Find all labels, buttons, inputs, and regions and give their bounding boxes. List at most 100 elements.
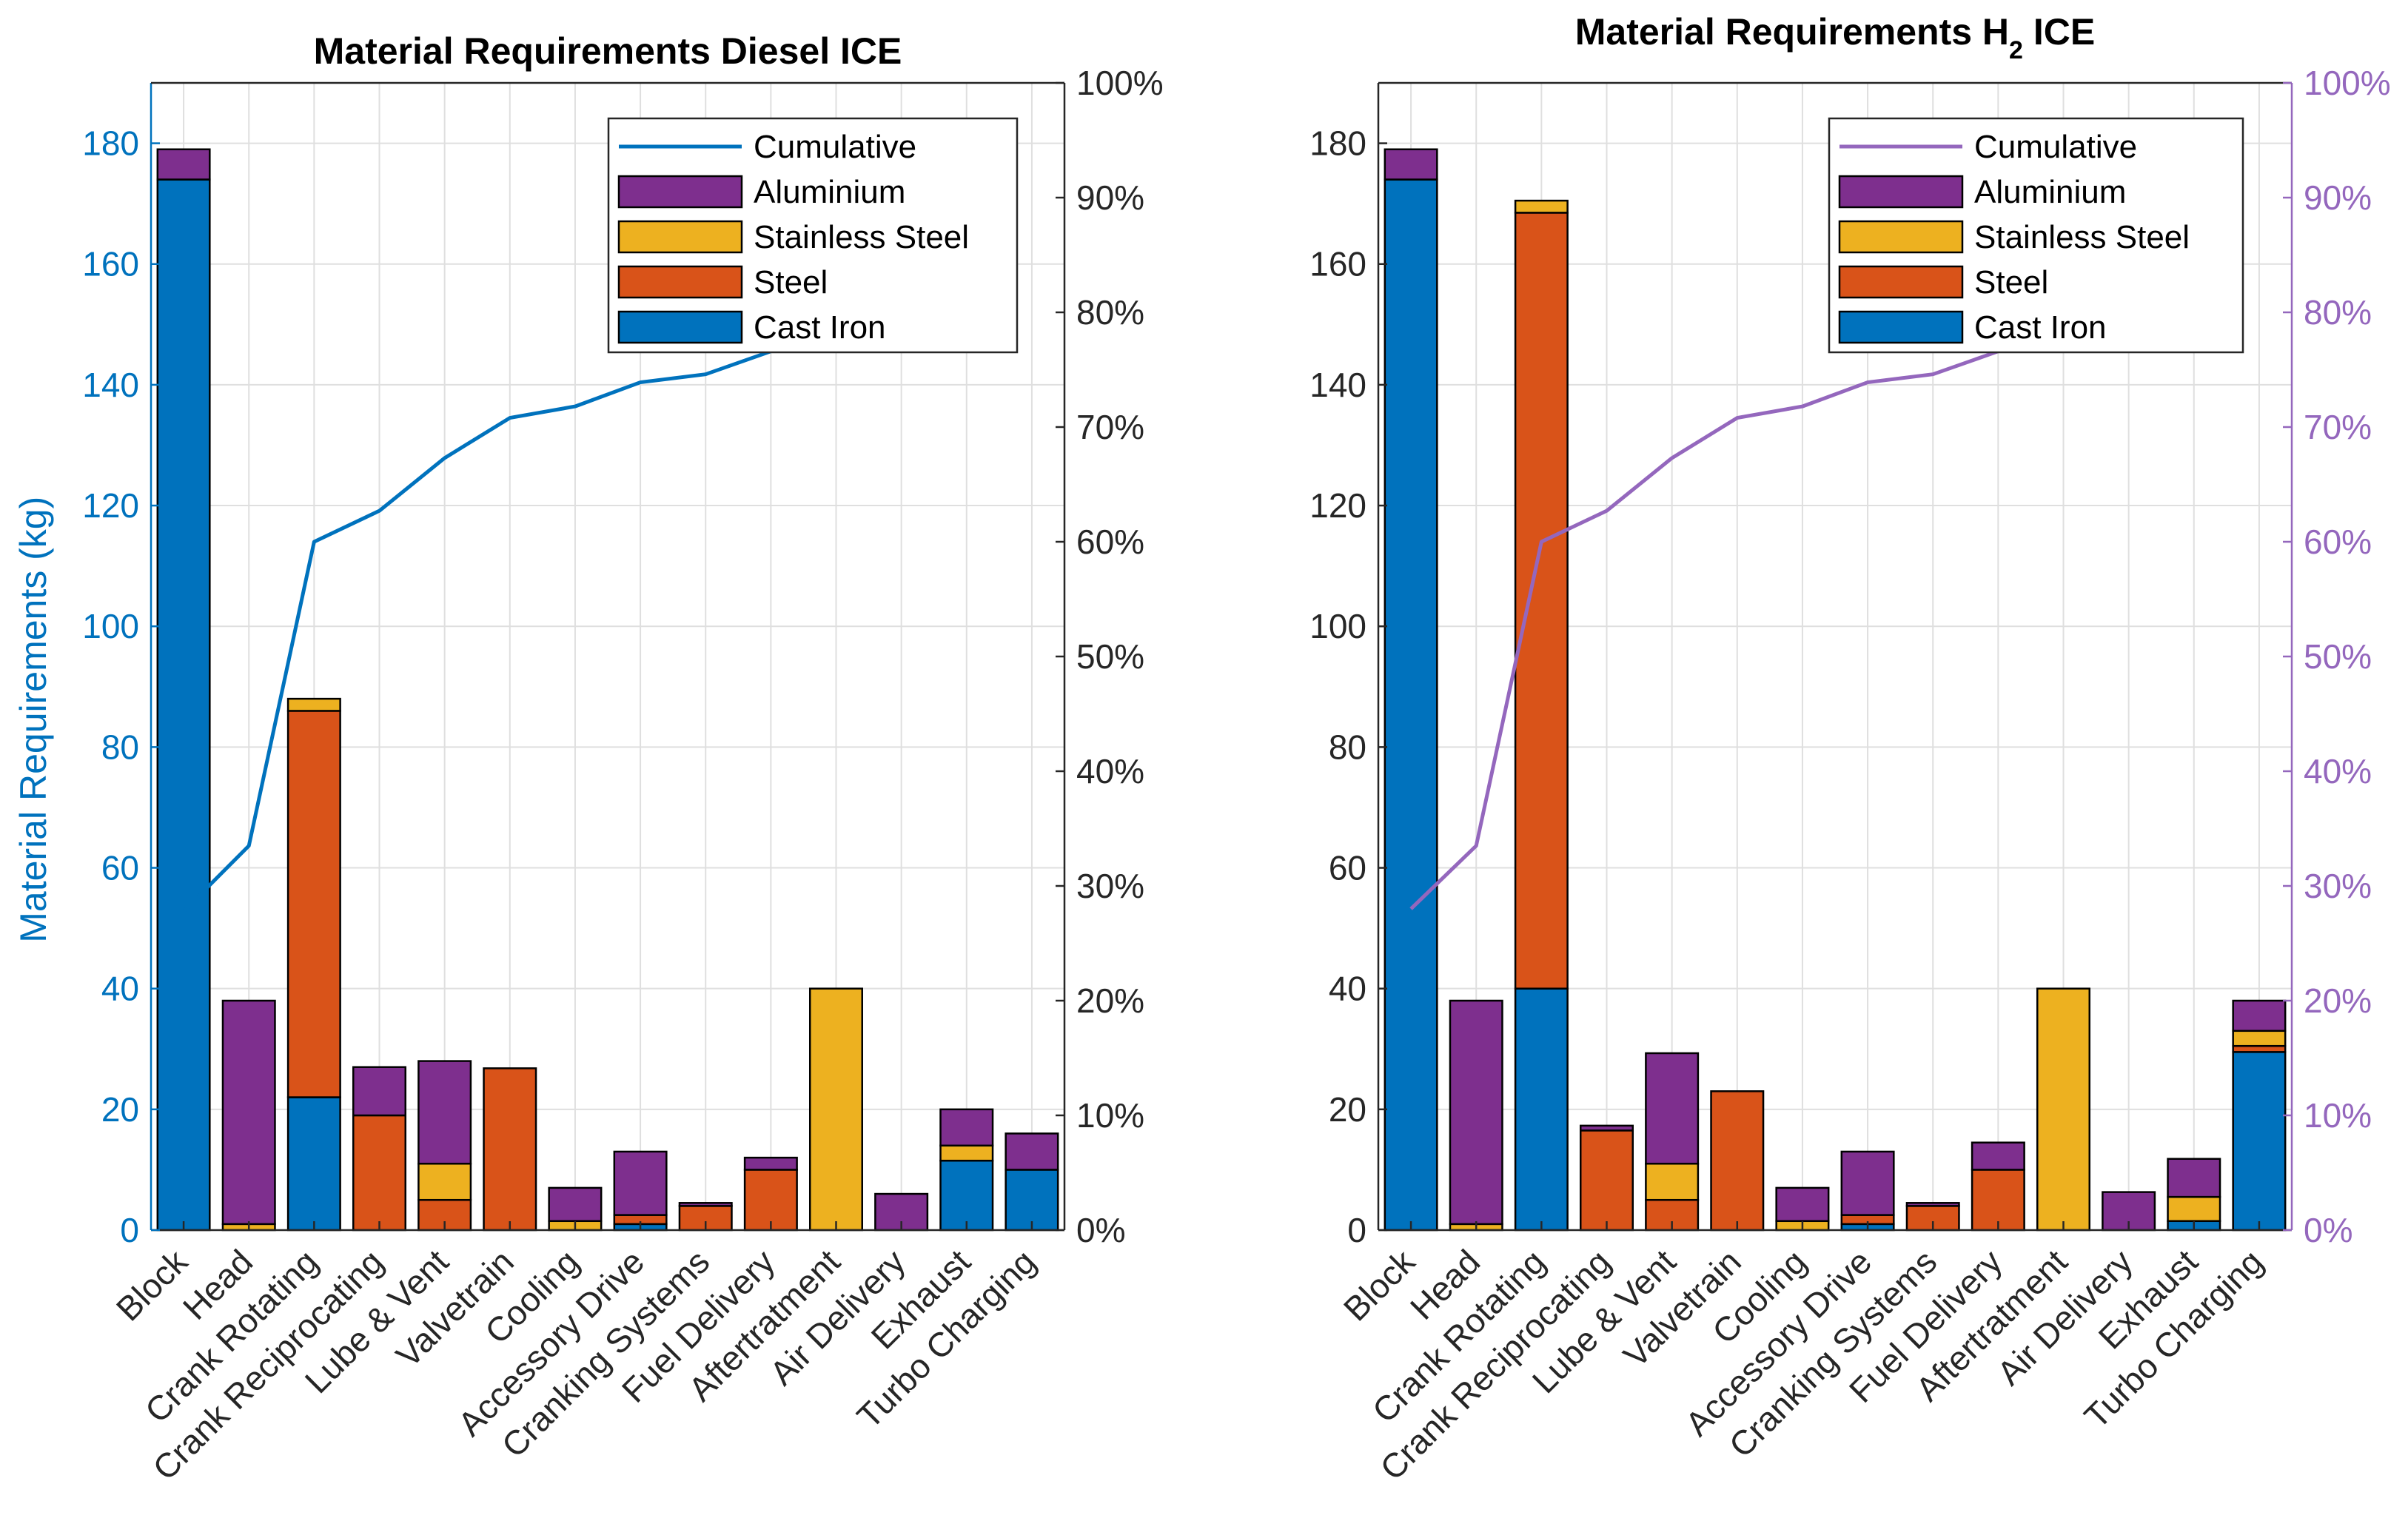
bar-steel-fuel-delivery[interactable]: [1971, 1169, 2025, 1232]
bar-aluminium-cranking-systems[interactable]: [1905, 1202, 1960, 1207]
legend[interactable]: Cumulative Aluminium Stainless Steel Steel C…: [607, 117, 1019, 354]
bar-cast-iron-turbo-charging[interactable]: [2232, 1051, 2287, 1232]
bar-aluminium-exhaust[interactable]: [939, 1108, 994, 1147]
chart-title: Material Requirements H2 ICE: [1575, 11, 2095, 64]
y-tick-label-right: 90%: [2304, 178, 2372, 217]
x-tick-label-block: Block: [1336, 1242, 1423, 1329]
bar-stainless-steel-crank-rotating[interactable]: [286, 697, 341, 712]
y-tick-label-right: 50%: [1076, 637, 1144, 676]
bar-aluminium-block[interactable]: [1384, 148, 1438, 181]
legend-label-cumulative: Cumulative: [754, 129, 916, 165]
bar-steel-crank-rotating[interactable]: [286, 710, 341, 1098]
y-tick-label-left: 100: [1309, 607, 1366, 645]
y-tick-label-right: 0%: [2304, 1211, 2352, 1249]
y-tick-label-left: 160: [1309, 245, 1366, 283]
bar-steel-crank-reciprocating[interactable]: [352, 1114, 407, 1232]
bar-stainless-steel-exhaust[interactable]: [939, 1144, 994, 1162]
bar-stainless-steel-lube-vent[interactable]: [417, 1163, 472, 1201]
legend[interactable]: Cumulative Aluminium Stainless Steel Steel C…: [1828, 117, 2244, 354]
bar-aluminium-lube-vent[interactable]: [417, 1060, 472, 1165]
y-tick-label-left: 60: [101, 849, 139, 887]
title-subscript: 2: [2009, 36, 2023, 64]
x-tick-label-block: Block: [109, 1242, 195, 1329]
chart-h2-ice: 0 20 40 60 80 100 120 140 160 180 0% 10% 20% 30% 40% 50…: [1309, 11, 2390, 1488]
legend-swatch-stainless-steel: [1838, 220, 1964, 254]
bar-aluminium-crank-reciprocating[interactable]: [352, 1066, 407, 1117]
bar-stainless-steel-lube-vent[interactable]: [1645, 1163, 1700, 1201]
bar-aluminium-fuel-delivery[interactable]: [1971, 1141, 2025, 1171]
bar-aluminium-turbo-charging[interactable]: [1005, 1132, 1059, 1171]
y-tick-label-right: 30%: [2304, 867, 2372, 905]
y-tick-label-left: 40: [101, 970, 139, 1008]
bar-aluminium-accessory-drive[interactable]: [1840, 1150, 1895, 1216]
y-tick-label-right: 40%: [2304, 752, 2372, 790]
y-tick-label-right: 90%: [1076, 178, 1144, 217]
y-tick-label-right: 10%: [1076, 1096, 1144, 1135]
y-tick-label-left: 60: [1329, 849, 1366, 887]
bar-aluminium-head[interactable]: [1449, 999, 1503, 1226]
y-tick-label-left: 40: [1329, 970, 1366, 1008]
bar-steel-crank-reciprocating[interactable]: [1579, 1129, 1634, 1232]
bar-aluminium-cooling[interactable]: [548, 1186, 603, 1223]
bar-aluminium-turbo-charging[interactable]: [2232, 999, 2287, 1032]
bar-stainless-steel-aftertratment[interactable]: [2036, 987, 2091, 1232]
bar-steel-fuel-delivery[interactable]: [743, 1169, 798, 1232]
y-tick-label-right: 50%: [2304, 637, 2372, 676]
y-tick-label-left: 180: [1309, 124, 1366, 163]
bars: [156, 148, 1059, 1232]
legend-swatch-aluminium: [617, 175, 743, 209]
bar-steel-crank-rotating[interactable]: [1514, 212, 1569, 990]
y-tick-label-right: 100%: [2304, 64, 2391, 102]
y-tick-label-left: 20: [1329, 1090, 1366, 1129]
legend-label-steel: Steel: [754, 264, 828, 300]
bar-aluminium-lube-vent[interactable]: [1645, 1052, 1700, 1165]
legend-label-steel: Steel: [1974, 264, 2048, 300]
cumulative-line[interactable]: [182, 303, 837, 913]
y-tick-label-right: 60%: [1076, 523, 1144, 561]
legend-label-stainless-steel: Stainless Steel: [1974, 219, 2190, 255]
legend-label-cast-iron: Cast Iron: [1974, 309, 2107, 346]
bar-cast-iron-block[interactable]: [1384, 178, 1438, 1232]
bar-steel-valvetrain[interactable]: [483, 1067, 537, 1232]
bar-stainless-steel-aftertratment[interactable]: [808, 987, 864, 1232]
legend-label-aluminium: Aluminium: [754, 174, 905, 210]
cumulative-line[interactable]: [1409, 303, 2065, 910]
y-tick-label-right: 60%: [2304, 523, 2372, 561]
title-suffix: ICE: [2023, 11, 2095, 53]
legend-label-aluminium: Aluminium: [1974, 174, 2126, 210]
bar-stainless-steel-crank-rotating[interactable]: [1514, 199, 1569, 214]
y-tick-label-right: 20%: [2304, 981, 2372, 1020]
bar-aluminium-cooling[interactable]: [1775, 1186, 1830, 1223]
y-tick-label-left: 0: [120, 1211, 139, 1249]
y-tick-label-left: 120: [1309, 486, 1366, 525]
y-tick-label-left: 140: [82, 366, 139, 404]
legend-swatch-aluminium: [1838, 175, 1964, 209]
y-axis-label: Material Requirements (kg): [13, 497, 54, 943]
y-tick-label-right: 40%: [1076, 752, 1144, 790]
y-tick-label-right: 0%: [1076, 1211, 1125, 1249]
y-tick-label-right: 30%: [1076, 867, 1144, 905]
y-tick-label-left: 180: [82, 124, 139, 163]
bar-steel-valvetrain[interactable]: [1710, 1090, 1765, 1232]
bar-aluminium-cranking-systems[interactable]: [678, 1202, 733, 1207]
bar-stainless-steel-exhaust[interactable]: [2167, 1195, 2221, 1223]
bar-aluminium-crank-reciprocating[interactable]: [1579, 1124, 1634, 1132]
bar-aluminium-accessory-drive[interactable]: [613, 1150, 668, 1216]
bar-cast-iron-turbo-charging[interactable]: [1005, 1169, 1059, 1232]
legend-swatch-cast-iron: [617, 310, 743, 344]
bar-cast-iron-crank-rotating[interactable]: [1514, 987, 1569, 1232]
y-tick-label-right: 80%: [1076, 293, 1144, 332]
bar-cast-iron-exhaust[interactable]: [939, 1159, 994, 1232]
bar-stainless-steel-turbo-charging[interactable]: [2232, 1030, 2287, 1047]
bar-aluminium-fuel-delivery[interactable]: [743, 1156, 798, 1171]
y-tick-label-left: 20: [101, 1090, 139, 1129]
bar-cast-iron-block[interactable]: [156, 178, 211, 1232]
bar-aluminium-exhaust[interactable]: [2167, 1158, 2221, 1198]
bar-cast-iron-crank-rotating[interactable]: [286, 1096, 341, 1232]
bar-aluminium-block[interactable]: [156, 148, 211, 181]
y-tick-label-left: 120: [82, 486, 139, 525]
bar-aluminium-head[interactable]: [221, 999, 276, 1226]
y-tick-label-right: 10%: [2304, 1096, 2372, 1135]
chart-diesel-ice: 0 20 40 60 80 100 120 140 160 180 0% 10% 20% 30% 40% 50…: [13, 30, 1164, 1488]
